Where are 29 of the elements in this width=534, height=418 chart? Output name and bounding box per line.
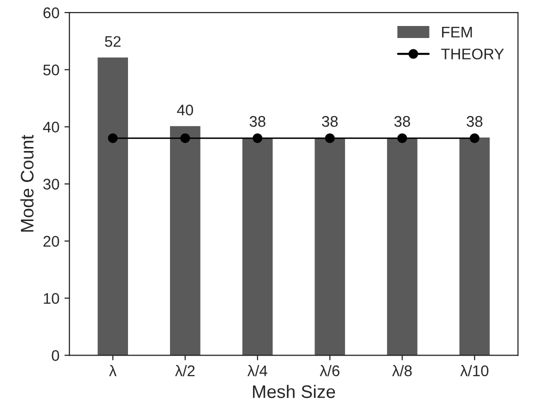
- y-tick-label: 50: [43, 64, 60, 76]
- x-tick-label: λ/4: [247, 365, 268, 376]
- data-label: 38: [394, 116, 410, 127]
- bar: [387, 138, 418, 356]
- bar: [314, 138, 346, 356]
- y-tick-label: 0: [52, 350, 60, 361]
- y-tick-label: 30: [43, 178, 60, 190]
- bar: [242, 138, 273, 356]
- x-tick-label: λ/6: [320, 365, 340, 376]
- data-label: 38: [322, 116, 338, 127]
- x-tick-label: λ/8: [392, 365, 412, 376]
- x-tick-label: λ: [109, 365, 117, 376]
- data-label: 38: [250, 116, 266, 127]
- y-tick-label: 60: [43, 7, 60, 18]
- legend-label: THEORY: [441, 48, 504, 60]
- bar: [459, 138, 490, 356]
- data-label: 52: [104, 36, 121, 47]
- bar: [98, 58, 128, 356]
- y-axis-title: Mode Count: [20, 134, 34, 232]
- y-tick-label: 10: [44, 293, 60, 304]
- y-tick-label: 40: [43, 122, 60, 132]
- legend-label: FEM: [442, 26, 472, 38]
- x-tick-label: λ/2: [175, 365, 195, 376]
- data-label: 40: [177, 104, 194, 116]
- data-label: 38: [466, 116, 482, 127]
- bar: [170, 126, 200, 356]
- y-tick-label: 20: [43, 236, 60, 247]
- x-axis-title: Mesh Size: [253, 384, 336, 398]
- x-tick-label: λ/10: [460, 365, 488, 376]
